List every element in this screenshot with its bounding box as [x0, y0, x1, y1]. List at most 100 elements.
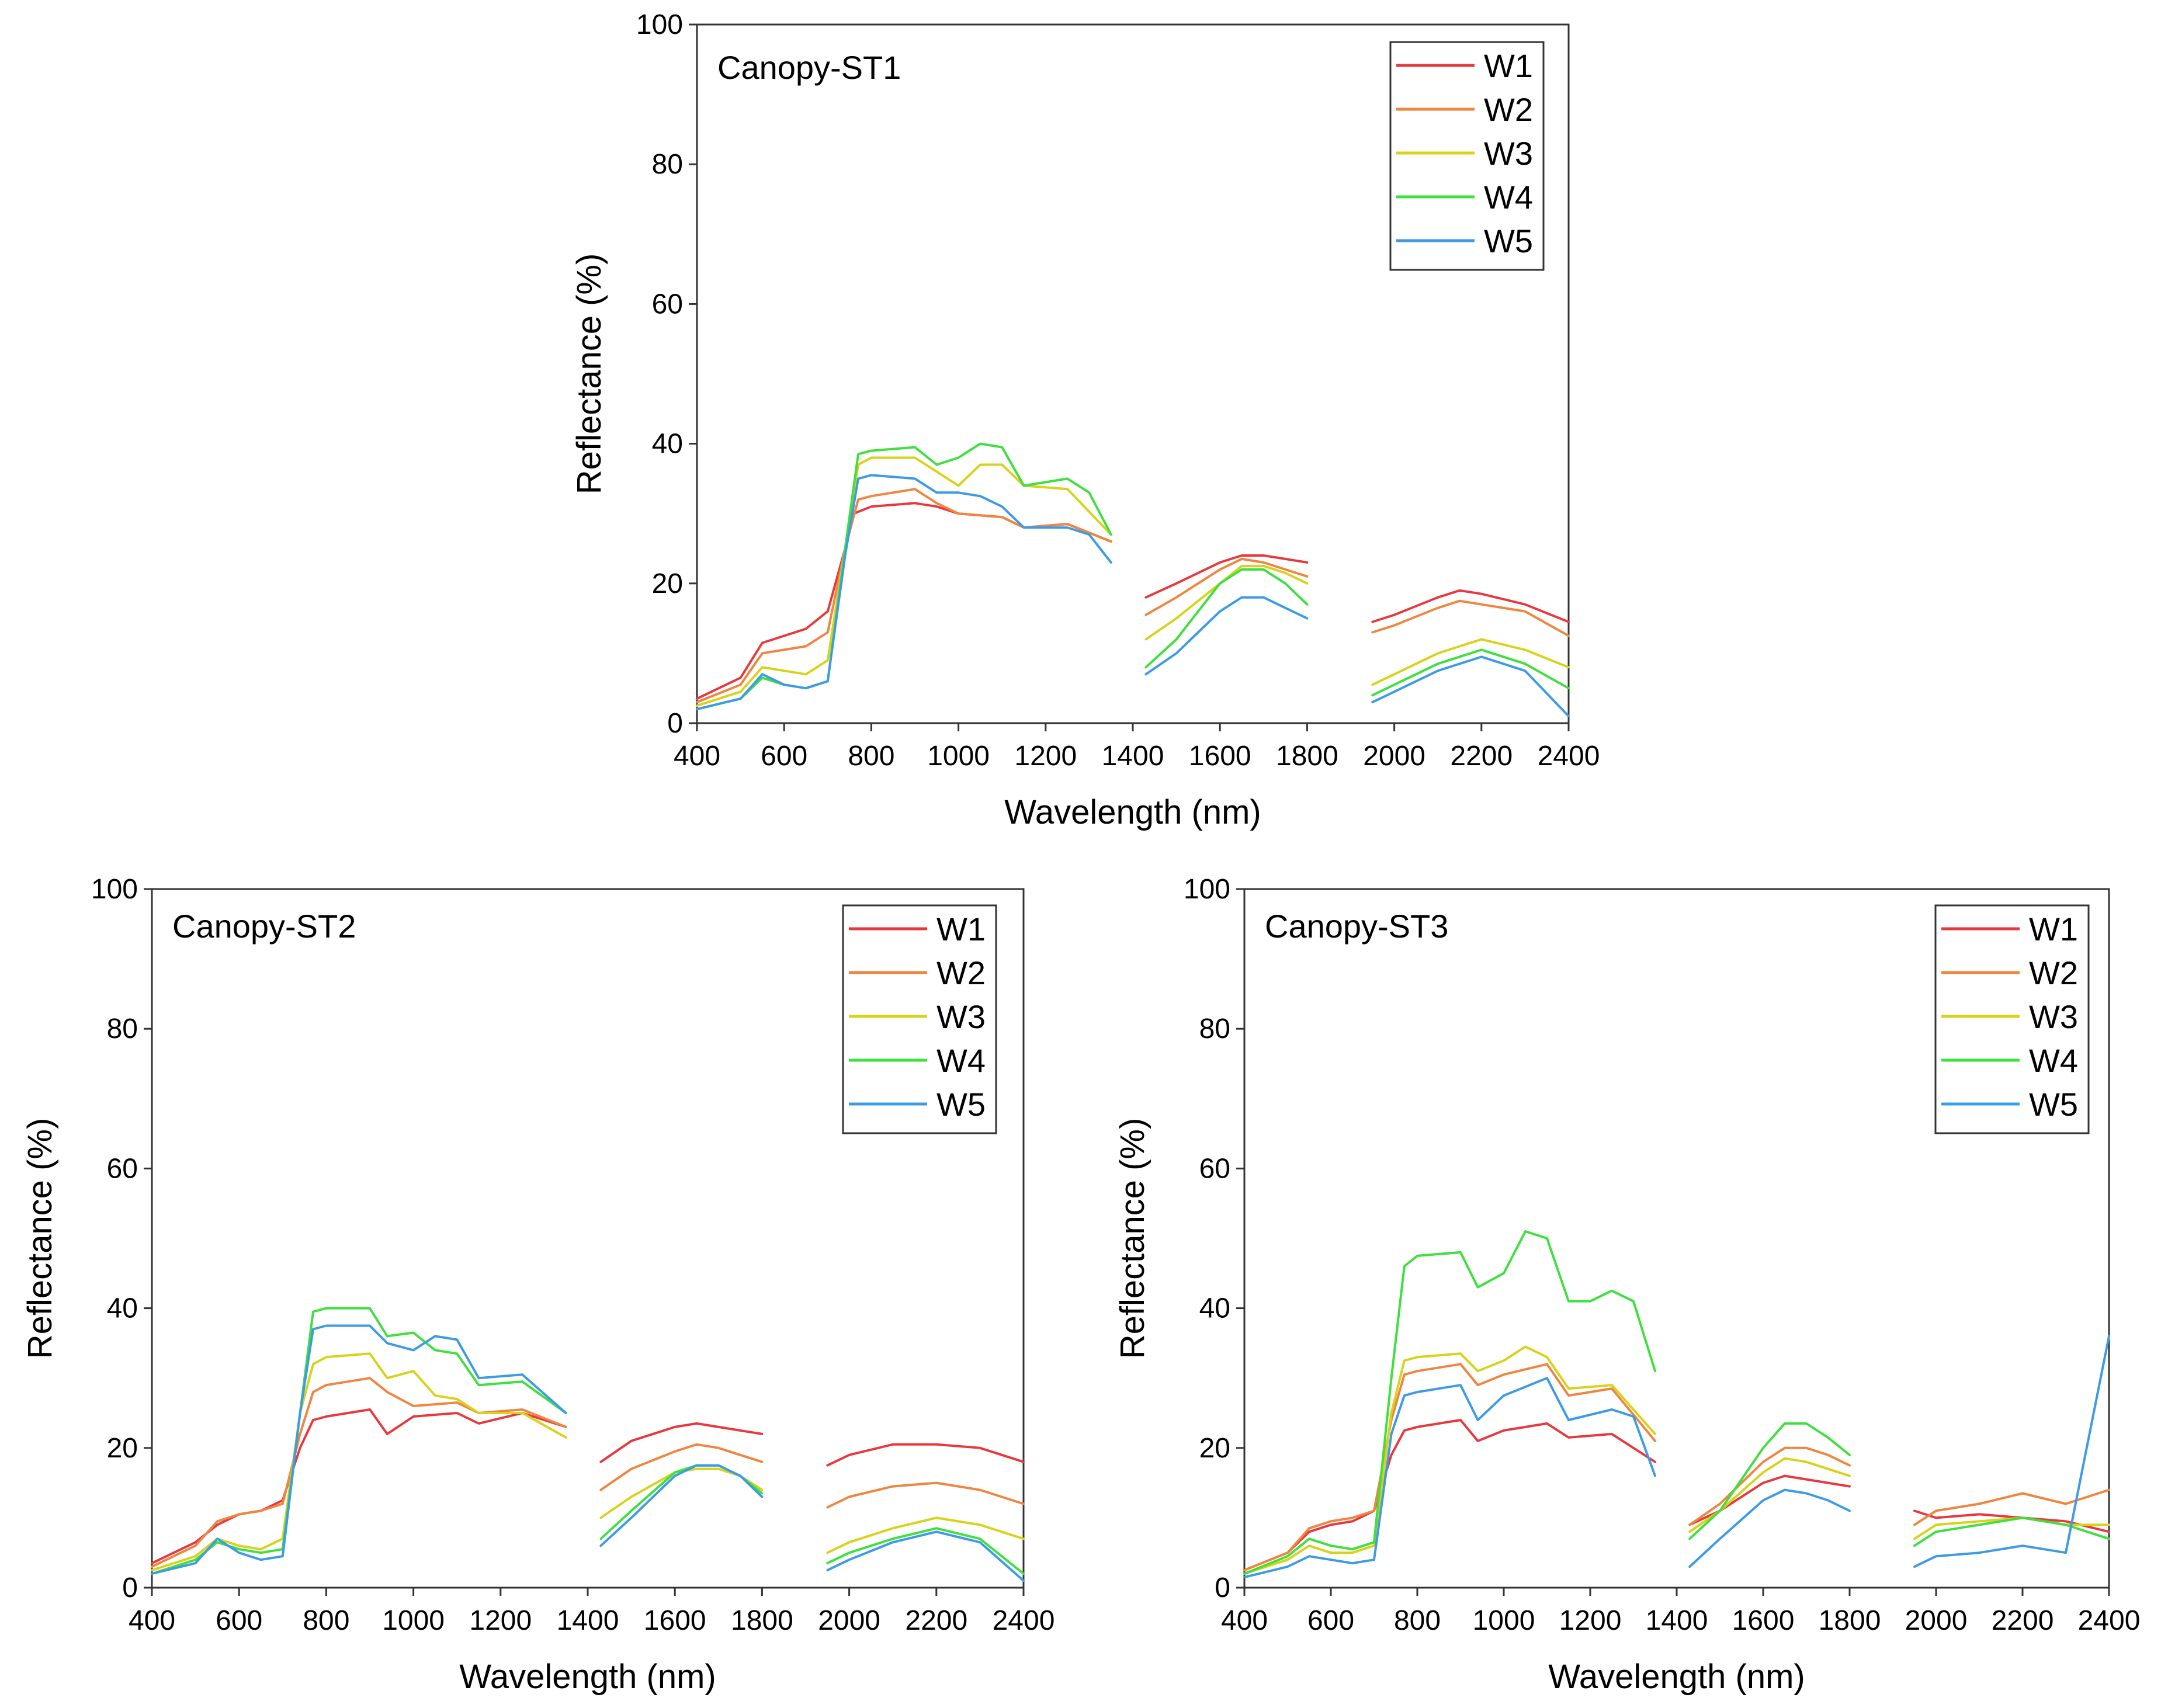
legend: W1 W2 W3 W4 W5: [842, 904, 997, 1134]
x-tick-label: 1000: [1473, 1605, 1535, 1636]
series-line-w5-segment-2: [599, 1464, 764, 1547]
x-tick-label: 1800: [1276, 741, 1338, 772]
y-tick-label: 100: [636, 9, 683, 40]
y-tick-label: 80: [107, 1013, 138, 1044]
y-axis-title: Reflectance (%): [21, 1118, 59, 1359]
x-tick-label: 1400: [1102, 741, 1164, 772]
series-line-w2-segment-2: [599, 1443, 764, 1491]
series-line-w2-segment-1: [151, 1377, 567, 1568]
panel-title: Canopy-ST2: [172, 908, 356, 945]
legend-label-w1: W1: [936, 911, 986, 947]
y-tick-label: 60: [107, 1153, 138, 1184]
series-line-w2-segment-3: [1371, 599, 1570, 637]
x-tick-label: 2400: [2078, 1605, 2141, 1636]
legend-label-w5: W5: [936, 1086, 986, 1123]
series-line-w1-segment-1: [151, 1408, 567, 1565]
x-tick-label: 1200: [1014, 741, 1077, 772]
legend-label-w4: W4: [1484, 179, 1533, 216]
series-line-w5-segment-1: [151, 1324, 567, 1575]
x-tick-label: 2000: [818, 1605, 880, 1636]
series-line-w5-segment-3: [1913, 1335, 2110, 1568]
x-tick-label: 400: [674, 741, 720, 772]
series-line-w1-segment-2: [599, 1422, 764, 1463]
x-axis-title: Wavelength (nm): [1004, 793, 1261, 831]
x-tick-label: 800: [1394, 1605, 1441, 1636]
y-tick-label: 100: [91, 874, 138, 905]
legend-label-w4: W4: [936, 1042, 986, 1079]
y-tick-label: 0: [667, 708, 683, 739]
y-tick-label: 40: [652, 429, 683, 460]
series-line-w4-segment-2: [1688, 1422, 1851, 1540]
y-tick-label: 100: [1184, 874, 1230, 905]
y-tick-label: 40: [107, 1293, 138, 1324]
series-line-w4-segment-3: [1913, 1516, 2110, 1547]
y-tick-label: 60: [652, 289, 683, 320]
x-tick-label: 1000: [382, 1605, 445, 1636]
series-line-w2-segment-2: [1144, 557, 1309, 616]
x-tick-label: 400: [129, 1605, 175, 1636]
x-tick-label: 2200: [905, 1605, 967, 1636]
series-line-w2-segment-3: [1913, 1488, 2110, 1526]
series-line-w4-segment-2: [1144, 568, 1309, 669]
x-tick-label: 1400: [1646, 1605, 1708, 1636]
legend-label-w3: W3: [1484, 135, 1533, 172]
panel-title: Canopy-ST1: [717, 49, 901, 86]
x-tick-label: 1200: [469, 1605, 532, 1636]
series-line-w1-segment-2: [1144, 554, 1309, 599]
x-tick-label: 1400: [557, 1605, 619, 1636]
legend-box: [1934, 904, 2090, 1134]
y-axis-title: Reflectance (%): [570, 254, 608, 495]
series-line-w3-segment-3: [1371, 638, 1570, 686]
x-tick-label: 400: [1221, 1605, 1268, 1636]
series-line-w2-segment-1: [1243, 1363, 1656, 1572]
legend-label-w2: W2: [2029, 954, 2078, 991]
series-line-w3-segment-2: [1144, 564, 1309, 641]
y-tick-label: 0: [122, 1572, 138, 1603]
legend-label-w5: W5: [2029, 1086, 2078, 1123]
legend-label-w1: W1: [1484, 47, 1533, 84]
legend-label-w2: W2: [1484, 91, 1533, 128]
legend-label-w3: W3: [2029, 998, 2078, 1035]
panel-canopy-st3: 0 20 40 60 80 100 400 600 800 1000 1200 1400 1600 18…: [1114, 874, 2140, 1696]
y-tick-label: 0: [1215, 1572, 1230, 1603]
x-tick-label: 2400: [1538, 741, 1600, 772]
legend-box: [1389, 41, 1545, 271]
panel-canopy-st2: 0 20 40 60 80 100 400 600 800 1000 1200 1400 1600 18…: [21, 874, 1055, 1696]
x-tick-label: 2400: [993, 1605, 1055, 1636]
series-line-w5-segment-1: [1243, 1377, 1656, 1579]
x-axis-title: Wavelength (nm): [459, 1658, 716, 1696]
x-tick-label: 2200: [1992, 1605, 2054, 1636]
y-axis-title: Reflectance (%): [1114, 1118, 1151, 1359]
series-line-w5-segment-1: [696, 474, 1112, 711]
x-tick-label: 1600: [1732, 1605, 1795, 1636]
x-axis-title: Wavelength (nm): [1548, 1658, 1805, 1696]
x-tick-label: 800: [303, 1605, 349, 1636]
x-tick-label: 800: [848, 741, 894, 772]
x-tick-label: 1600: [1189, 741, 1251, 772]
x-tick-label: 1800: [1819, 1605, 1881, 1636]
series-line-w4-segment-3: [1371, 648, 1570, 697]
legend: W1 W2 W3 W4 W5: [1389, 41, 1545, 271]
x-tick-label: 1000: [927, 741, 990, 772]
x-tick-label: 2200: [1450, 741, 1513, 772]
series-line-w2-segment-2: [1688, 1446, 1851, 1526]
series-line-w1-segment-1: [1243, 1419, 1656, 1572]
x-tick-label: 600: [761, 741, 807, 772]
x-tick-label: 600: [1307, 1605, 1354, 1636]
series-line-w1-segment-3: [1913, 1509, 2110, 1533]
y-tick-label: 80: [1199, 1013, 1230, 1044]
series-line-w3-segment-1: [151, 1352, 567, 1572]
legend-label-w2: W2: [936, 954, 986, 991]
legend-label-w5: W5: [1484, 223, 1533, 259]
legend-label-w1: W1: [2029, 911, 2078, 947]
y-tick-label: 60: [1199, 1153, 1230, 1184]
x-tick-label: 600: [216, 1605, 262, 1636]
series-line-w1-segment-3: [1371, 589, 1570, 623]
x-tick-label: 1200: [1559, 1605, 1622, 1636]
panel-title: Canopy-ST3: [1265, 908, 1448, 945]
series-line-w4-segment-3: [826, 1527, 1025, 1575]
legend-label-w4: W4: [2029, 1042, 2078, 1079]
y-tick-label: 80: [652, 149, 683, 180]
series-line-w5-segment-3: [1371, 655, 1570, 717]
